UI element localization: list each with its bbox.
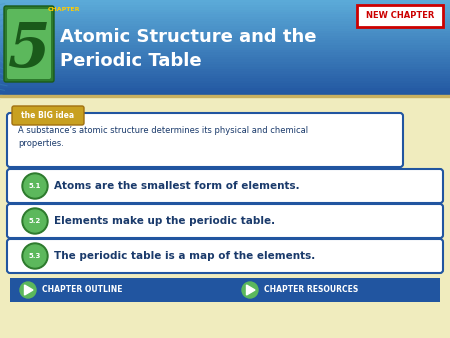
Circle shape	[22, 173, 48, 199]
Polygon shape	[24, 285, 33, 295]
Text: Atoms are the smallest form of elements.: Atoms are the smallest form of elements.	[54, 181, 300, 191]
FancyBboxPatch shape	[7, 9, 51, 79]
Text: The periodic table is a map of the elements.: The periodic table is a map of the eleme…	[54, 251, 315, 261]
Circle shape	[24, 210, 46, 232]
Polygon shape	[247, 285, 255, 295]
Circle shape	[24, 245, 46, 267]
Text: Atomic Structure and the: Atomic Structure and the	[60, 28, 316, 46]
FancyBboxPatch shape	[4, 6, 54, 82]
Circle shape	[20, 282, 36, 298]
Text: 5.1: 5.1	[29, 183, 41, 189]
Text: Elements make up the periodic table.: Elements make up the periodic table.	[54, 216, 275, 226]
FancyBboxPatch shape	[7, 204, 443, 238]
FancyBboxPatch shape	[7, 239, 443, 273]
FancyBboxPatch shape	[12, 106, 84, 125]
FancyBboxPatch shape	[10, 278, 440, 302]
Text: A substance’s atomic structure determines its physical and chemical
properties.: A substance’s atomic structure determine…	[18, 126, 308, 147]
Text: 5: 5	[8, 20, 50, 80]
Circle shape	[22, 243, 48, 269]
Text: CHAPTER OUTLINE: CHAPTER OUTLINE	[42, 286, 122, 294]
Text: CHAPTER RESOURCES: CHAPTER RESOURCES	[264, 286, 358, 294]
FancyBboxPatch shape	[7, 169, 443, 203]
FancyBboxPatch shape	[7, 113, 403, 167]
Circle shape	[22, 208, 48, 234]
Text: 5.2: 5.2	[29, 218, 41, 224]
Text: CHAPTER: CHAPTER	[48, 7, 81, 12]
Text: NEW CHAPTER: NEW CHAPTER	[366, 11, 434, 21]
Text: the BIG idea: the BIG idea	[22, 111, 75, 120]
FancyBboxPatch shape	[357, 5, 443, 27]
Text: 5.3: 5.3	[29, 253, 41, 259]
Circle shape	[24, 175, 46, 197]
Circle shape	[242, 282, 258, 298]
Text: Periodic Table: Periodic Table	[60, 52, 202, 70]
